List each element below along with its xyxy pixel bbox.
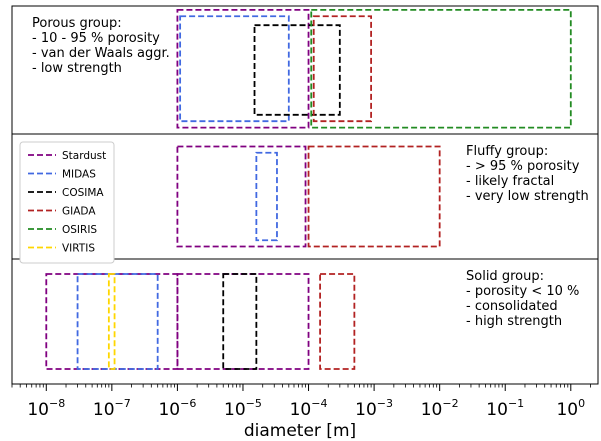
x-tick-label-1: 10−7	[93, 397, 131, 420]
x-tick-label-0: 10−8	[27, 397, 65, 420]
range-box-porous-osiris-4	[310, 8, 572, 129]
annotation-porous-line-0: Porous group:	[32, 16, 122, 31]
annotation-fluffy-line-3: - very low strength	[466, 189, 589, 204]
x-tick-label-2: 10−6	[158, 397, 196, 420]
annotation-porous-line-2: - van der Waals aggr.	[32, 46, 170, 61]
annotations-layer: Porous group:- 10 - 95 % porosity- van d…	[32, 16, 589, 329]
annotation-fluffy-line-1: - > 95 % porosity	[466, 159, 580, 174]
x-tick-label-4: 10−4	[290, 397, 328, 420]
x-tick-label-8: 100	[556, 397, 585, 420]
legend-entry-midas: MIDAS	[62, 169, 96, 181]
legend: Stardust MIDAS COSIMA GIADA OSIRIS VIRTIS	[19, 141, 115, 264]
legend-entry-osiris: OSIRIS	[62, 224, 97, 236]
range-box-fluffy-stardust-0	[176, 145, 307, 248]
range-box-solid-giada-5	[319, 273, 356, 370]
range-box-solid-virtis-3	[107, 273, 116, 370]
annotation-solid-line-2: - consolidated	[466, 299, 558, 314]
range-box-solid-midas-2	[76, 273, 159, 370]
range-box-fluffy-midas-1	[255, 151, 278, 242]
legend-entry-virtis: VIRTIS	[62, 243, 95, 255]
annotation-solid-line-3: - high strength	[466, 314, 562, 329]
annotation-porous-line-3: - low strength	[32, 61, 122, 76]
legend-entry-stardust: Stardust	[62, 150, 106, 162]
annotation-porous-line-1: - 10 - 95 % porosity	[32, 31, 160, 46]
legend-entry-giada: GIADA	[62, 206, 96, 218]
panel-solid	[11, 258, 599, 385]
annotation-fluffy-line-0: Fluffy group:	[466, 144, 548, 159]
panels-layer	[11, 5, 599, 385]
annotation-solid-line-1: - porosity < 10 %	[466, 284, 579, 299]
legend-frame	[19, 141, 115, 264]
annotation-fluffy-line-2: - likely fractal	[466, 174, 554, 189]
annotation-solid-line-0: Solid group:	[466, 269, 544, 284]
x-axis-label: diameter [m]	[244, 421, 356, 441]
range-box-porous-midas-1	[179, 15, 290, 123]
boxes-layer	[45, 8, 572, 370]
range-box-porous-stardust-0	[176, 8, 310, 129]
range-box-solid-cosima-4	[222, 273, 258, 370]
x-axis: 10−8 10−7 10−6 10−5 10−4 10−3 10−2 10−1 100	[11, 384, 591, 420]
x-tick-label-6: 10−2	[421, 397, 459, 420]
x-tick-label-3: 10−5	[224, 397, 262, 420]
legend-entry-cosima: COSIMA	[62, 187, 104, 199]
range-box-porous-cosima-2	[253, 24, 341, 116]
range-box-fluffy-giada-2	[307, 145, 441, 248]
x-tick-label-7: 10−1	[486, 397, 524, 420]
range-box-solid-stardust-1	[176, 273, 310, 370]
x-tick-label-5: 10−3	[355, 397, 393, 420]
range-box-porous-giada-3	[312, 15, 373, 123]
